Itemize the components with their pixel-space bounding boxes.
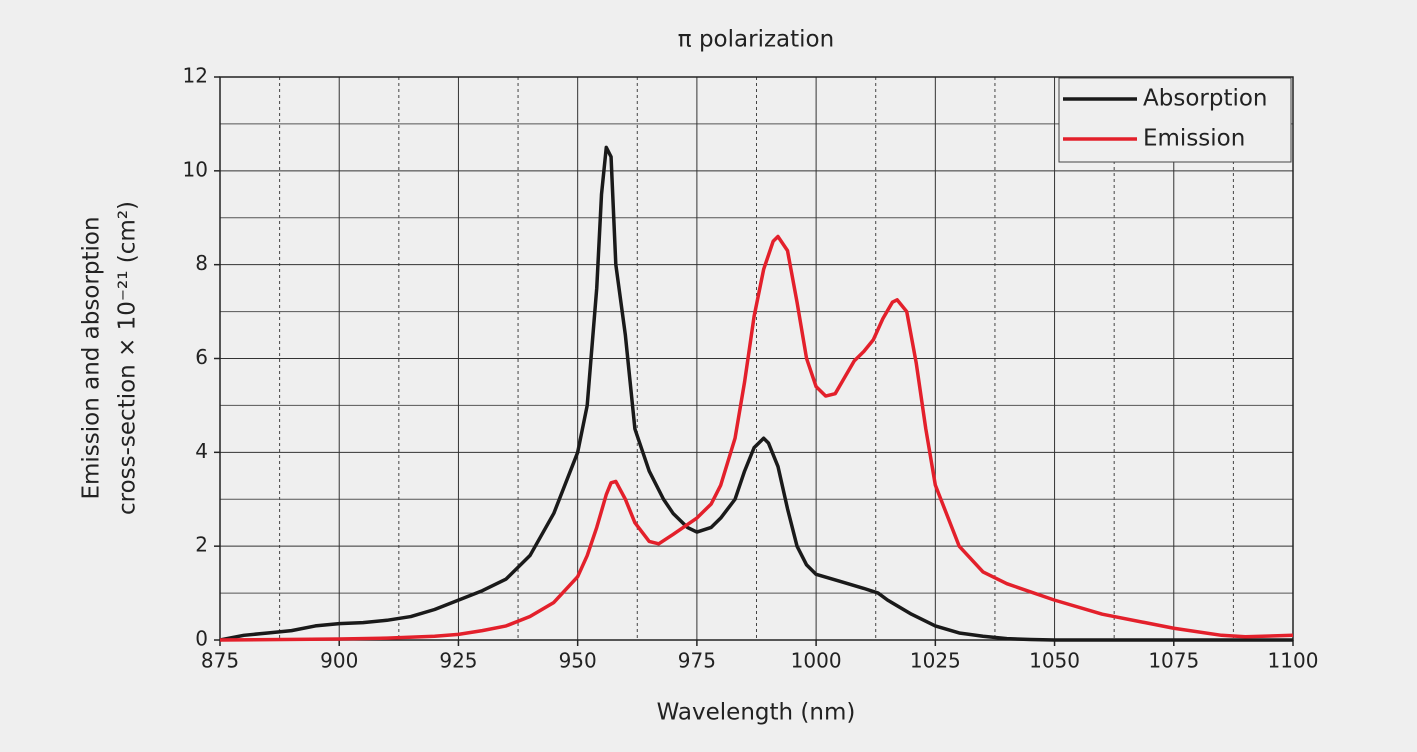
x-tick-label: 900 [320,649,358,673]
x-tick-label: 1075 [1148,649,1199,673]
y-tick-label: 8 [195,251,208,275]
y-tick-label: 2 [195,533,208,557]
y-tick-label: 10 [183,157,208,181]
plot-frame [219,76,1294,641]
legend-label: Emission [1143,126,1245,152]
y-tick-label: 0 [195,627,208,651]
x-tick-label: 875 [201,649,239,673]
x-tick-label: 925 [439,649,477,673]
y-tick-label: 6 [195,345,208,369]
x-tick-label: 1025 [910,649,961,673]
legend-box [1058,77,1292,163]
y-axis-title: Emission and absorption [79,216,105,499]
x-axis-title: Wavelength (nm) [657,700,856,726]
legend-label: Absorption [1143,86,1268,112]
x-tick-label: 950 [559,649,597,673]
series-line [219,145,1293,642]
y-tick-label: 4 [195,439,208,463]
x-tick-label: 1000 [791,649,842,673]
x-tick-label: 975 [678,649,716,673]
series-line [219,234,1294,642]
x-tick-label: 1100 [1268,649,1319,673]
x-tick-label: 1050 [1029,649,1080,673]
y-axis-title: cross-section × 10⁻²¹ (cm²) [115,201,141,515]
chart-title: π polarization [678,27,834,53]
y-tick-label: 12 [183,64,208,88]
